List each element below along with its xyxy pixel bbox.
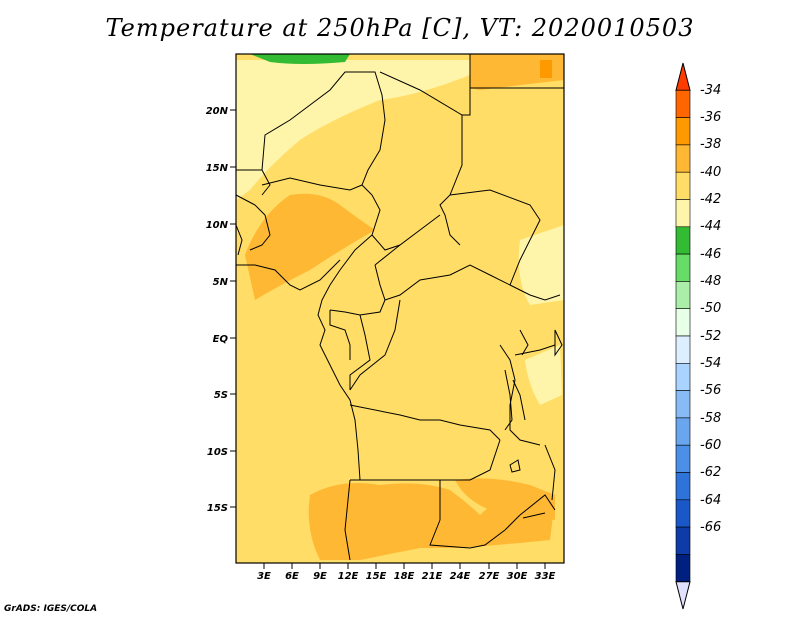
lakes (504, 329, 563, 519)
field-orange-west (245, 193, 375, 300)
grads-credit: GrADS: IGES/COLA (4, 604, 98, 614)
field-orange-ne-spot (540, 60, 552, 78)
lon-label: 9E (313, 571, 327, 582)
colorbar-label: -48 (700, 274, 721, 289)
colorbar (675, 62, 691, 610)
colorbar-segment (675, 281, 691, 309)
colorbar-segment (675, 171, 691, 200)
colorbar-segment (675, 226, 691, 255)
colorbar-label: -44 (700, 219, 721, 234)
colorbar-label: -38 (700, 137, 721, 152)
colorbar-label: -58 (700, 411, 721, 426)
field-green-top (250, 54, 350, 64)
colorbar-segment (675, 362, 691, 391)
lat-label: 5S (214, 390, 228, 401)
lat-labels: 20N 15N 10N 5N EQ 5S 10S 15S (206, 106, 229, 514)
coastline (236, 224, 361, 481)
lon-label: 6E (285, 571, 299, 582)
colorbar-top-arrow (675, 62, 691, 91)
colorbar-segment (675, 253, 691, 282)
lon-label: 12E (338, 571, 359, 582)
colorbar-segment (675, 90, 691, 118)
colorbar-label: -62 (700, 465, 721, 480)
colorbar-label: -52 (700, 329, 721, 344)
lat-label: 20N (206, 106, 229, 117)
colorbar-label: -34 (700, 83, 721, 98)
lon-label: 21E (422, 571, 443, 582)
lat-label: 15N (206, 163, 229, 174)
lat-label: EQ (213, 334, 229, 345)
colorbar-segment (675, 417, 691, 446)
colorbar-segment (675, 499, 691, 528)
colorbar-label: -42 (700, 192, 721, 207)
field-orange-sw (308, 482, 555, 560)
colorbar-segment (675, 144, 691, 173)
colorbar-label: -66 (700, 520, 721, 535)
colorbar-label: -56 (700, 383, 721, 398)
lat-label: 15S (207, 503, 228, 514)
colorbar-label: -40 (700, 165, 721, 180)
lon-label: 3E (257, 571, 271, 582)
lon-ticks (263, 563, 546, 569)
colorbar-segment (675, 335, 691, 364)
lon-label: 27E (479, 571, 500, 582)
colorbar-label: -60 (700, 438, 721, 453)
lat-ticks (230, 109, 236, 508)
colorbar-labels: -34 -36 -38 -40 -42 -44 -46 -48 -50 -52 … (700, 83, 721, 535)
colorbar-label: -46 (700, 247, 721, 262)
lon-labels: 3E 6E 9E 12E 15E 18E 21E 24E 27E 30E 33E (257, 571, 555, 582)
colorbar-segment (675, 390, 691, 419)
lon-label: 30E (507, 571, 528, 582)
lat-label: 10S (207, 447, 228, 458)
field-pale-yellow-east (518, 225, 564, 305)
colorbar-segment (675, 554, 691, 583)
lat-label: 5N (213, 277, 229, 288)
colorbar-label: -36 (700, 110, 721, 125)
lat-label: 10N (206, 220, 229, 231)
lon-label: 18E (394, 571, 415, 582)
temperature-field (236, 54, 564, 563)
colorbar-segment (675, 117, 691, 146)
colorbar-bottom-arrow (675, 581, 691, 610)
field-pale-yellow-north (236, 60, 470, 200)
map-title: Temperature at 250hPa [C], VT: 202001050… (105, 14, 695, 42)
lon-label: 15E (366, 571, 387, 582)
map-frame (235, 53, 565, 564)
colorbar-label: -54 (700, 356, 721, 371)
colorbar-segment (675, 444, 691, 473)
field-orange-se (455, 478, 555, 520)
colorbar-label: -64 (700, 493, 721, 508)
colorbar-segment (675, 199, 691, 228)
field-pale-yellow-east2 (525, 345, 562, 405)
colorbar-segment (675, 308, 691, 337)
colorbar-label: -50 (700, 301, 721, 316)
colorbar-segment (675, 526, 691, 555)
colorbar-segment (675, 472, 691, 501)
lon-label: 33E (535, 571, 556, 582)
country-boundaries (236, 54, 564, 561)
lon-label: 24E (450, 571, 471, 582)
